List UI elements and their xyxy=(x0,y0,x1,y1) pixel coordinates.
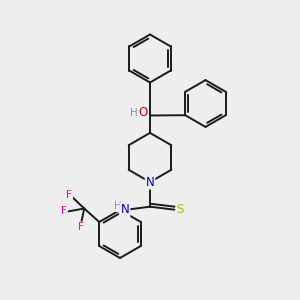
Text: F: F xyxy=(66,190,72,200)
Text: N: N xyxy=(146,176,154,189)
Text: F: F xyxy=(61,206,67,217)
Text: H: H xyxy=(114,201,122,211)
Text: F: F xyxy=(78,222,84,233)
Text: H: H xyxy=(130,107,137,118)
Text: O: O xyxy=(139,106,148,119)
Text: S: S xyxy=(176,203,184,216)
Text: N: N xyxy=(121,203,130,216)
